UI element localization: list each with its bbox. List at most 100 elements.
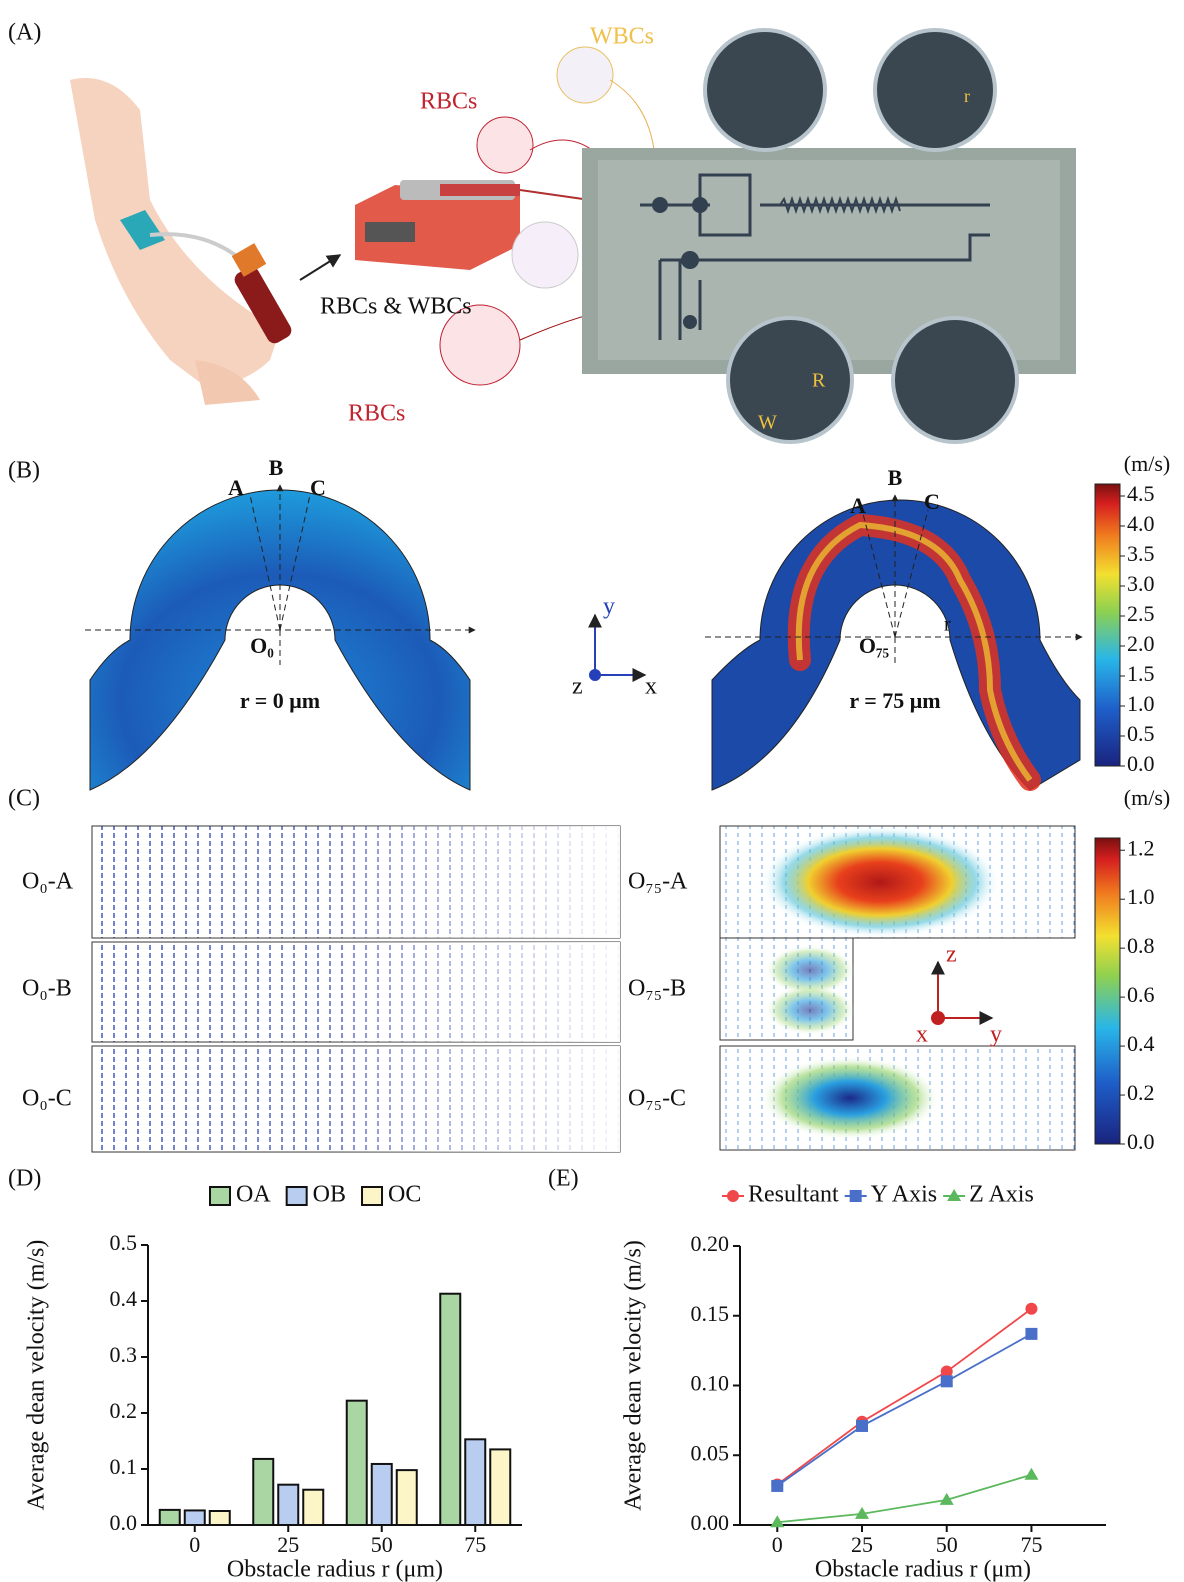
origin-label: O₇₅ xyxy=(859,633,890,658)
colorbar xyxy=(1095,838,1120,1144)
marker xyxy=(1025,1328,1037,1340)
shape xyxy=(232,243,267,277)
colorbar-tick-label: 0.5 xyxy=(1127,721,1155,746)
colorbar-tick-label: 4.0 xyxy=(1127,511,1155,536)
shape xyxy=(557,47,613,103)
shape xyxy=(760,1056,940,1140)
radius-label: r = 0 μm xyxy=(240,688,320,713)
axis-name: z xyxy=(946,942,957,968)
legend-label: OC xyxy=(388,1182,421,1208)
marker xyxy=(856,1420,868,1432)
marker xyxy=(771,1480,783,1492)
panel-label: (C) xyxy=(8,786,40,812)
legend-swatch xyxy=(287,1187,307,1205)
x-tick-label: 50 xyxy=(371,1532,393,1557)
axis-name: x xyxy=(916,1022,928,1048)
bar xyxy=(303,1490,323,1525)
panel-label: (B) xyxy=(8,458,40,484)
bar xyxy=(185,1510,205,1525)
x-tick-label: 75 xyxy=(464,1532,486,1557)
x-tick-label: 0 xyxy=(772,1532,783,1557)
colorbar-tick-label: 1.0 xyxy=(1127,691,1155,716)
colorbar-tick-label: 0.2 xyxy=(1127,1080,1155,1105)
shape xyxy=(92,1046,620,1152)
label: W xyxy=(758,412,777,434)
shape xyxy=(652,197,668,213)
axis-name: y xyxy=(603,594,615,620)
axis-name: y xyxy=(990,1022,1002,1048)
section-label: O₀-B xyxy=(22,976,72,1002)
point-label: B xyxy=(269,455,284,480)
shape xyxy=(477,117,533,173)
colorbar-tick-label: 3.5 xyxy=(1127,541,1155,566)
marker xyxy=(850,1190,862,1202)
bar xyxy=(440,1294,460,1525)
colorbar-tick-label: 0.6 xyxy=(1127,982,1155,1007)
shape xyxy=(692,197,708,213)
colorbar-tick-label: 1.0 xyxy=(1127,884,1155,909)
shape xyxy=(440,184,520,196)
y-tick-label: 0.5 xyxy=(110,1230,138,1255)
bar xyxy=(465,1439,485,1525)
bar xyxy=(160,1510,180,1525)
bar xyxy=(210,1511,230,1525)
legend-label: OB xyxy=(313,1182,346,1208)
shape xyxy=(520,190,590,200)
panel-label: (E) xyxy=(548,1166,579,1192)
label: RBCs xyxy=(420,89,477,115)
legend-swatch xyxy=(362,1187,382,1205)
axis-name: x xyxy=(645,674,657,700)
shape xyxy=(705,30,825,150)
y-tick-label: 0.0 xyxy=(110,1510,138,1535)
section-label: O₇₅-C xyxy=(628,1086,686,1112)
bar xyxy=(253,1459,273,1525)
shape xyxy=(760,826,1000,938)
marker xyxy=(1025,1303,1037,1315)
section-label: O₀-C xyxy=(22,1086,72,1112)
line xyxy=(777,1334,1031,1486)
x-tick-label: 0 xyxy=(189,1532,200,1557)
y-tick-label: 0.3 xyxy=(110,1342,138,1367)
y-axis-label: Average dean velocity (m/s) xyxy=(621,1240,647,1511)
y-tick-label: 0.00 xyxy=(691,1510,730,1535)
label: RBCs xyxy=(348,401,405,427)
label: R xyxy=(812,370,826,392)
x-tick-label: 75 xyxy=(1020,1532,1042,1557)
colorbar xyxy=(1095,484,1120,766)
section-label: O₇₅-A xyxy=(628,869,688,895)
label: RBCs & WBCs xyxy=(320,294,472,320)
shape xyxy=(92,826,620,938)
zxy-axes xyxy=(932,962,992,1024)
colorbar-tick-label: 4.5 xyxy=(1127,481,1155,506)
arm-illustration xyxy=(70,78,340,405)
shape xyxy=(683,315,697,329)
marker xyxy=(941,1375,953,1387)
shape xyxy=(365,222,415,242)
section-label: O₇₅-B xyxy=(628,976,686,1002)
colorbar-tick-label: 2.0 xyxy=(1127,631,1155,656)
colorbar-tick-label: 1.5 xyxy=(1127,661,1155,686)
y-tick-label: 0.20 xyxy=(691,1231,730,1256)
shape xyxy=(932,1012,944,1024)
x-tick-label: 25 xyxy=(851,1532,873,1557)
colorbar-tick-label: 3.0 xyxy=(1127,571,1155,596)
figure: (A) (B) (C) (D) (E) WBCs RBCs RBCs & WBC… xyxy=(0,0,1184,1582)
shape xyxy=(590,670,600,680)
legend-label: Z Axis xyxy=(969,1182,1034,1208)
marker xyxy=(1024,1468,1038,1480)
shape xyxy=(875,30,995,150)
legend-swatch xyxy=(210,1187,230,1205)
y-tick-label: 0.1 xyxy=(110,1454,138,1479)
radius-label: r = 75 μm xyxy=(849,688,940,713)
quiver-plots xyxy=(92,826,1075,1152)
channel-r75 xyxy=(712,500,1080,790)
shape xyxy=(92,942,620,1042)
legend-label: OA xyxy=(236,1182,271,1208)
x-axis-label: Obstacle radius r (μm) xyxy=(815,1557,1031,1582)
colorbar-label: (m/s) xyxy=(1124,785,1170,810)
shape xyxy=(893,318,1017,442)
label: WBCs xyxy=(590,24,654,50)
colorbar-tick-label: 0.0 xyxy=(1127,751,1155,776)
label: r xyxy=(944,614,951,636)
colorbar-tick-label: 0.4 xyxy=(1127,1031,1155,1056)
